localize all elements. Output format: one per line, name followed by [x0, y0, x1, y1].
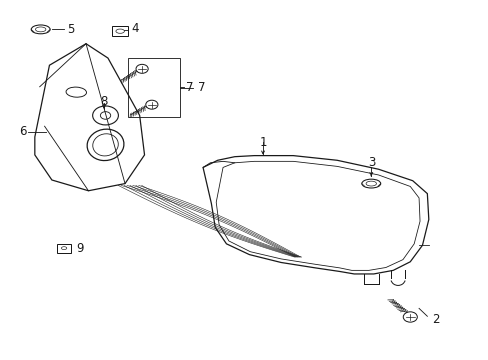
Text: 6: 6	[19, 125, 26, 138]
Text: 3: 3	[368, 156, 375, 169]
Text: 4: 4	[131, 22, 138, 35]
Text: 7: 7	[186, 81, 193, 94]
Text: 2: 2	[431, 313, 439, 327]
Text: 7: 7	[198, 81, 205, 94]
Text: 9: 9	[76, 242, 83, 255]
Bar	[128, 58, 179, 117]
Bar	[112, 26, 128, 36]
Text: 5: 5	[66, 23, 74, 36]
Text: 1: 1	[259, 136, 266, 149]
Text: 8: 8	[100, 95, 107, 108]
